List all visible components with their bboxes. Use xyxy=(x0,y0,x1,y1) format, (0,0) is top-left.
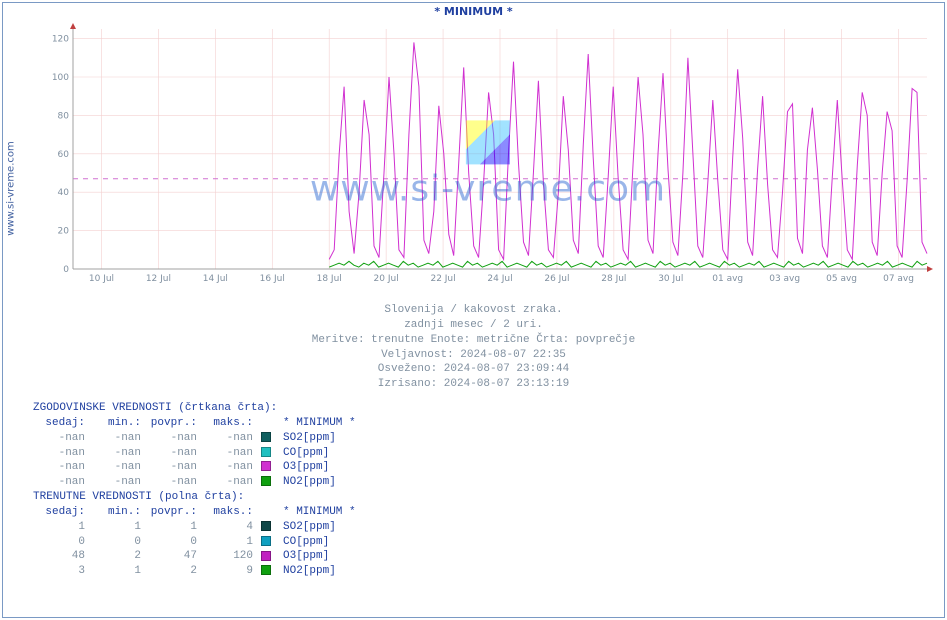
chart-title: * MINIMUM * xyxy=(3,3,944,18)
chart-frame: www.si-vreme.com * MINIMUM * www.si-vrem… xyxy=(2,2,945,618)
svg-text:26 Jul: 26 Jul xyxy=(544,274,569,284)
svg-text:01 avg: 01 avg xyxy=(712,274,743,284)
chart-metadata: Slovenija / kakovost zraka. zadnji mesec… xyxy=(3,303,944,392)
meta-drawn: Izrisano: 2024-08-07 23:13:19 xyxy=(3,377,944,392)
col-header: min.: xyxy=(89,416,145,431)
svg-text:40: 40 xyxy=(58,188,70,198)
curr-table: sedaj:min.:povpr.:maks.: * MINIMUM *1114S… xyxy=(33,505,360,579)
svg-text:60: 60 xyxy=(58,150,70,160)
col-header: povpr.: xyxy=(145,416,201,431)
table-row: -nan-nan-nan-nanCO[ppm] xyxy=(33,446,360,461)
svg-text:10 Jul: 10 Jul xyxy=(89,274,114,284)
hist-title: ZGODOVINSKE VREDNOSTI (črtkana črta): xyxy=(33,401,360,416)
col-header: maks.: xyxy=(201,505,257,520)
hist-table: sedaj:min.:povpr.:maks.:* MINIMUM *-nan-… xyxy=(33,416,360,490)
svg-text:20: 20 xyxy=(58,227,70,237)
meta-location: Slovenija / kakovost zraka. xyxy=(3,303,944,318)
series-label: SO2[ppm] xyxy=(279,520,360,535)
table-row: 48247120O3[ppm] xyxy=(33,549,360,564)
table-row: -nan-nan-nan-nanSO2[ppm] xyxy=(33,431,360,446)
svg-text:20 Jul: 20 Jul xyxy=(374,274,399,284)
svg-text:0: 0 xyxy=(63,265,69,275)
table-row: 1114SO2[ppm] xyxy=(33,520,360,535)
meta-period: zadnji mesec / 2 uri. xyxy=(3,318,944,333)
svg-text:12 Jul: 12 Jul xyxy=(146,274,171,284)
svg-text:80: 80 xyxy=(58,111,70,121)
value-tables: ZGODOVINSKE VREDNOSTI (črtkana črta): se… xyxy=(33,401,360,579)
svg-text:03 avg: 03 avg xyxy=(769,274,800,284)
col-header: povpr.: xyxy=(145,505,201,520)
meta-validity: Veljavnost: 2024-08-07 22:35 xyxy=(3,348,944,363)
series-label: O3[ppm] xyxy=(279,460,360,475)
table-row: 0001CO[ppm] xyxy=(33,535,360,550)
series-label: SO2[ppm] xyxy=(279,431,360,446)
svg-text:07 avg: 07 avg xyxy=(883,274,914,284)
series-swatch-icon xyxy=(261,536,271,546)
svg-text:30 Jul: 30 Jul xyxy=(658,274,683,284)
table-row: 3129NO2[ppm] xyxy=(33,564,360,579)
series-swatch-icon xyxy=(261,565,271,575)
series-label: NO2[ppm] xyxy=(279,475,360,490)
col-header: min.: xyxy=(89,505,145,520)
meta-refreshed: Osveženo: 2024-08-07 23:09:44 xyxy=(3,362,944,377)
series-swatch-icon xyxy=(261,551,271,561)
col-header: sedaj: xyxy=(33,416,89,431)
meta-settings: Meritve: trenutne Enote: metrične Črta: … xyxy=(3,333,944,348)
svg-text:16 Jul: 16 Jul xyxy=(260,274,285,284)
table-caption: * MINIMUM * xyxy=(279,416,360,431)
svg-text:120: 120 xyxy=(52,35,69,45)
series-swatch-icon xyxy=(261,432,271,442)
source-url-vertical: www.si-vreme.com xyxy=(6,129,17,249)
table-caption: * MINIMUM * xyxy=(279,505,360,520)
svg-text:18 Jul: 18 Jul xyxy=(317,274,342,284)
timeseries-chart: www.si-vreme.com 02040608010012010 Jul12… xyxy=(43,21,933,291)
col-header: sedaj: xyxy=(33,505,89,520)
series-swatch-icon xyxy=(261,447,271,457)
col-header: maks.: xyxy=(201,416,257,431)
svg-text:14 Jul: 14 Jul xyxy=(203,274,228,284)
series-swatch-icon xyxy=(261,521,271,531)
series-label: NO2[ppm] xyxy=(279,564,360,579)
series-swatch-icon xyxy=(261,461,271,471)
curr-title: TRENUTNE VREDNOSTI (polna črta): xyxy=(33,490,360,505)
table-row: -nan-nan-nan-nanO3[ppm] xyxy=(33,460,360,475)
svg-text:22 Jul: 22 Jul xyxy=(430,274,455,284)
svg-text:05 avg: 05 avg xyxy=(826,274,857,284)
table-row: -nan-nan-nan-nanNO2[ppm] xyxy=(33,475,360,490)
svg-text:28 Jul: 28 Jul xyxy=(601,274,626,284)
series-label: CO[ppm] xyxy=(279,535,360,550)
series-label: O3[ppm] xyxy=(279,549,360,564)
svg-text:24 Jul: 24 Jul xyxy=(487,274,512,284)
series-label: CO[ppm] xyxy=(279,446,360,461)
series-swatch-icon xyxy=(261,476,271,486)
svg-text:100: 100 xyxy=(52,73,69,83)
